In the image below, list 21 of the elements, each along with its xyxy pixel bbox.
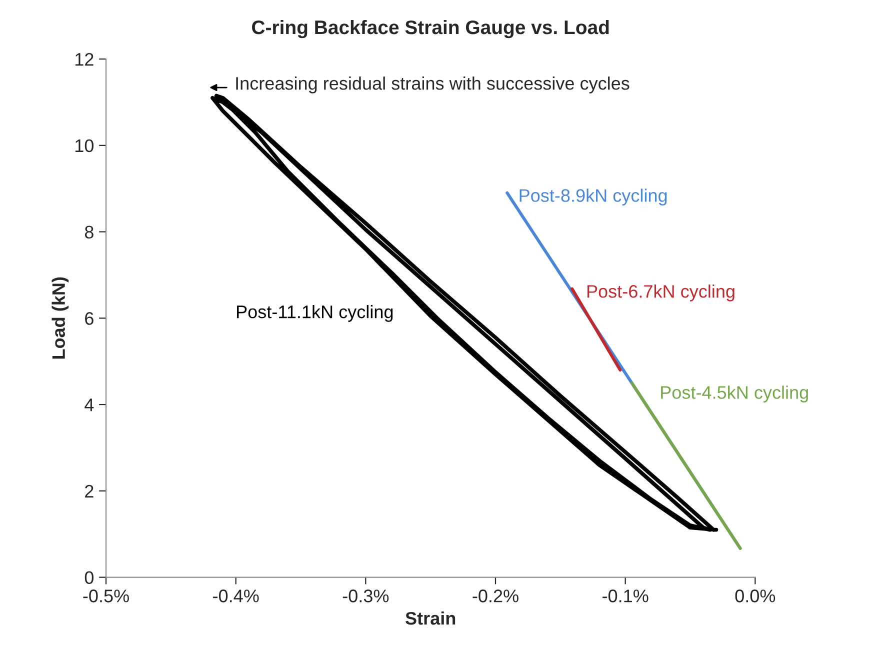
y-tick-label: 6 <box>85 312 94 325</box>
x-tick-label: -0.3% <box>342 590 389 602</box>
series-label: Post-6.7kN cycling <box>587 284 734 302</box>
x-tick-label: -0.4% <box>213 590 259 602</box>
chart-title: C-ring Backface Strain Gauge vs. Load <box>252 20 609 38</box>
y-tick-label: 10 <box>76 139 94 152</box>
x-axis-title: Strain <box>406 611 456 625</box>
y-tick-label: 8 <box>84 226 94 239</box>
x-tick-label: -0.5% <box>83 590 129 602</box>
y-tick-label: 2 <box>85 484 94 498</box>
y-tick-label: 12 <box>76 52 94 66</box>
series-label: Post-4.5kN cycling <box>661 386 808 402</box>
x-tick-label: -0.2% <box>472 590 518 602</box>
y-tick-label: 0 <box>84 571 94 584</box>
y-tick-label: 4 <box>84 398 94 412</box>
x-tick-label: 0.0% <box>735 590 776 602</box>
y-axis-title: Load (kN) <box>52 277 69 359</box>
series-label: Post-11.1kN cycling <box>237 305 393 322</box>
series-label: Post-8.9kN cycling <box>520 188 667 206</box>
x-tick-label: -0.1% <box>602 590 648 602</box>
annotation: Increasing residual strains with successive cycles <box>236 76 630 94</box>
